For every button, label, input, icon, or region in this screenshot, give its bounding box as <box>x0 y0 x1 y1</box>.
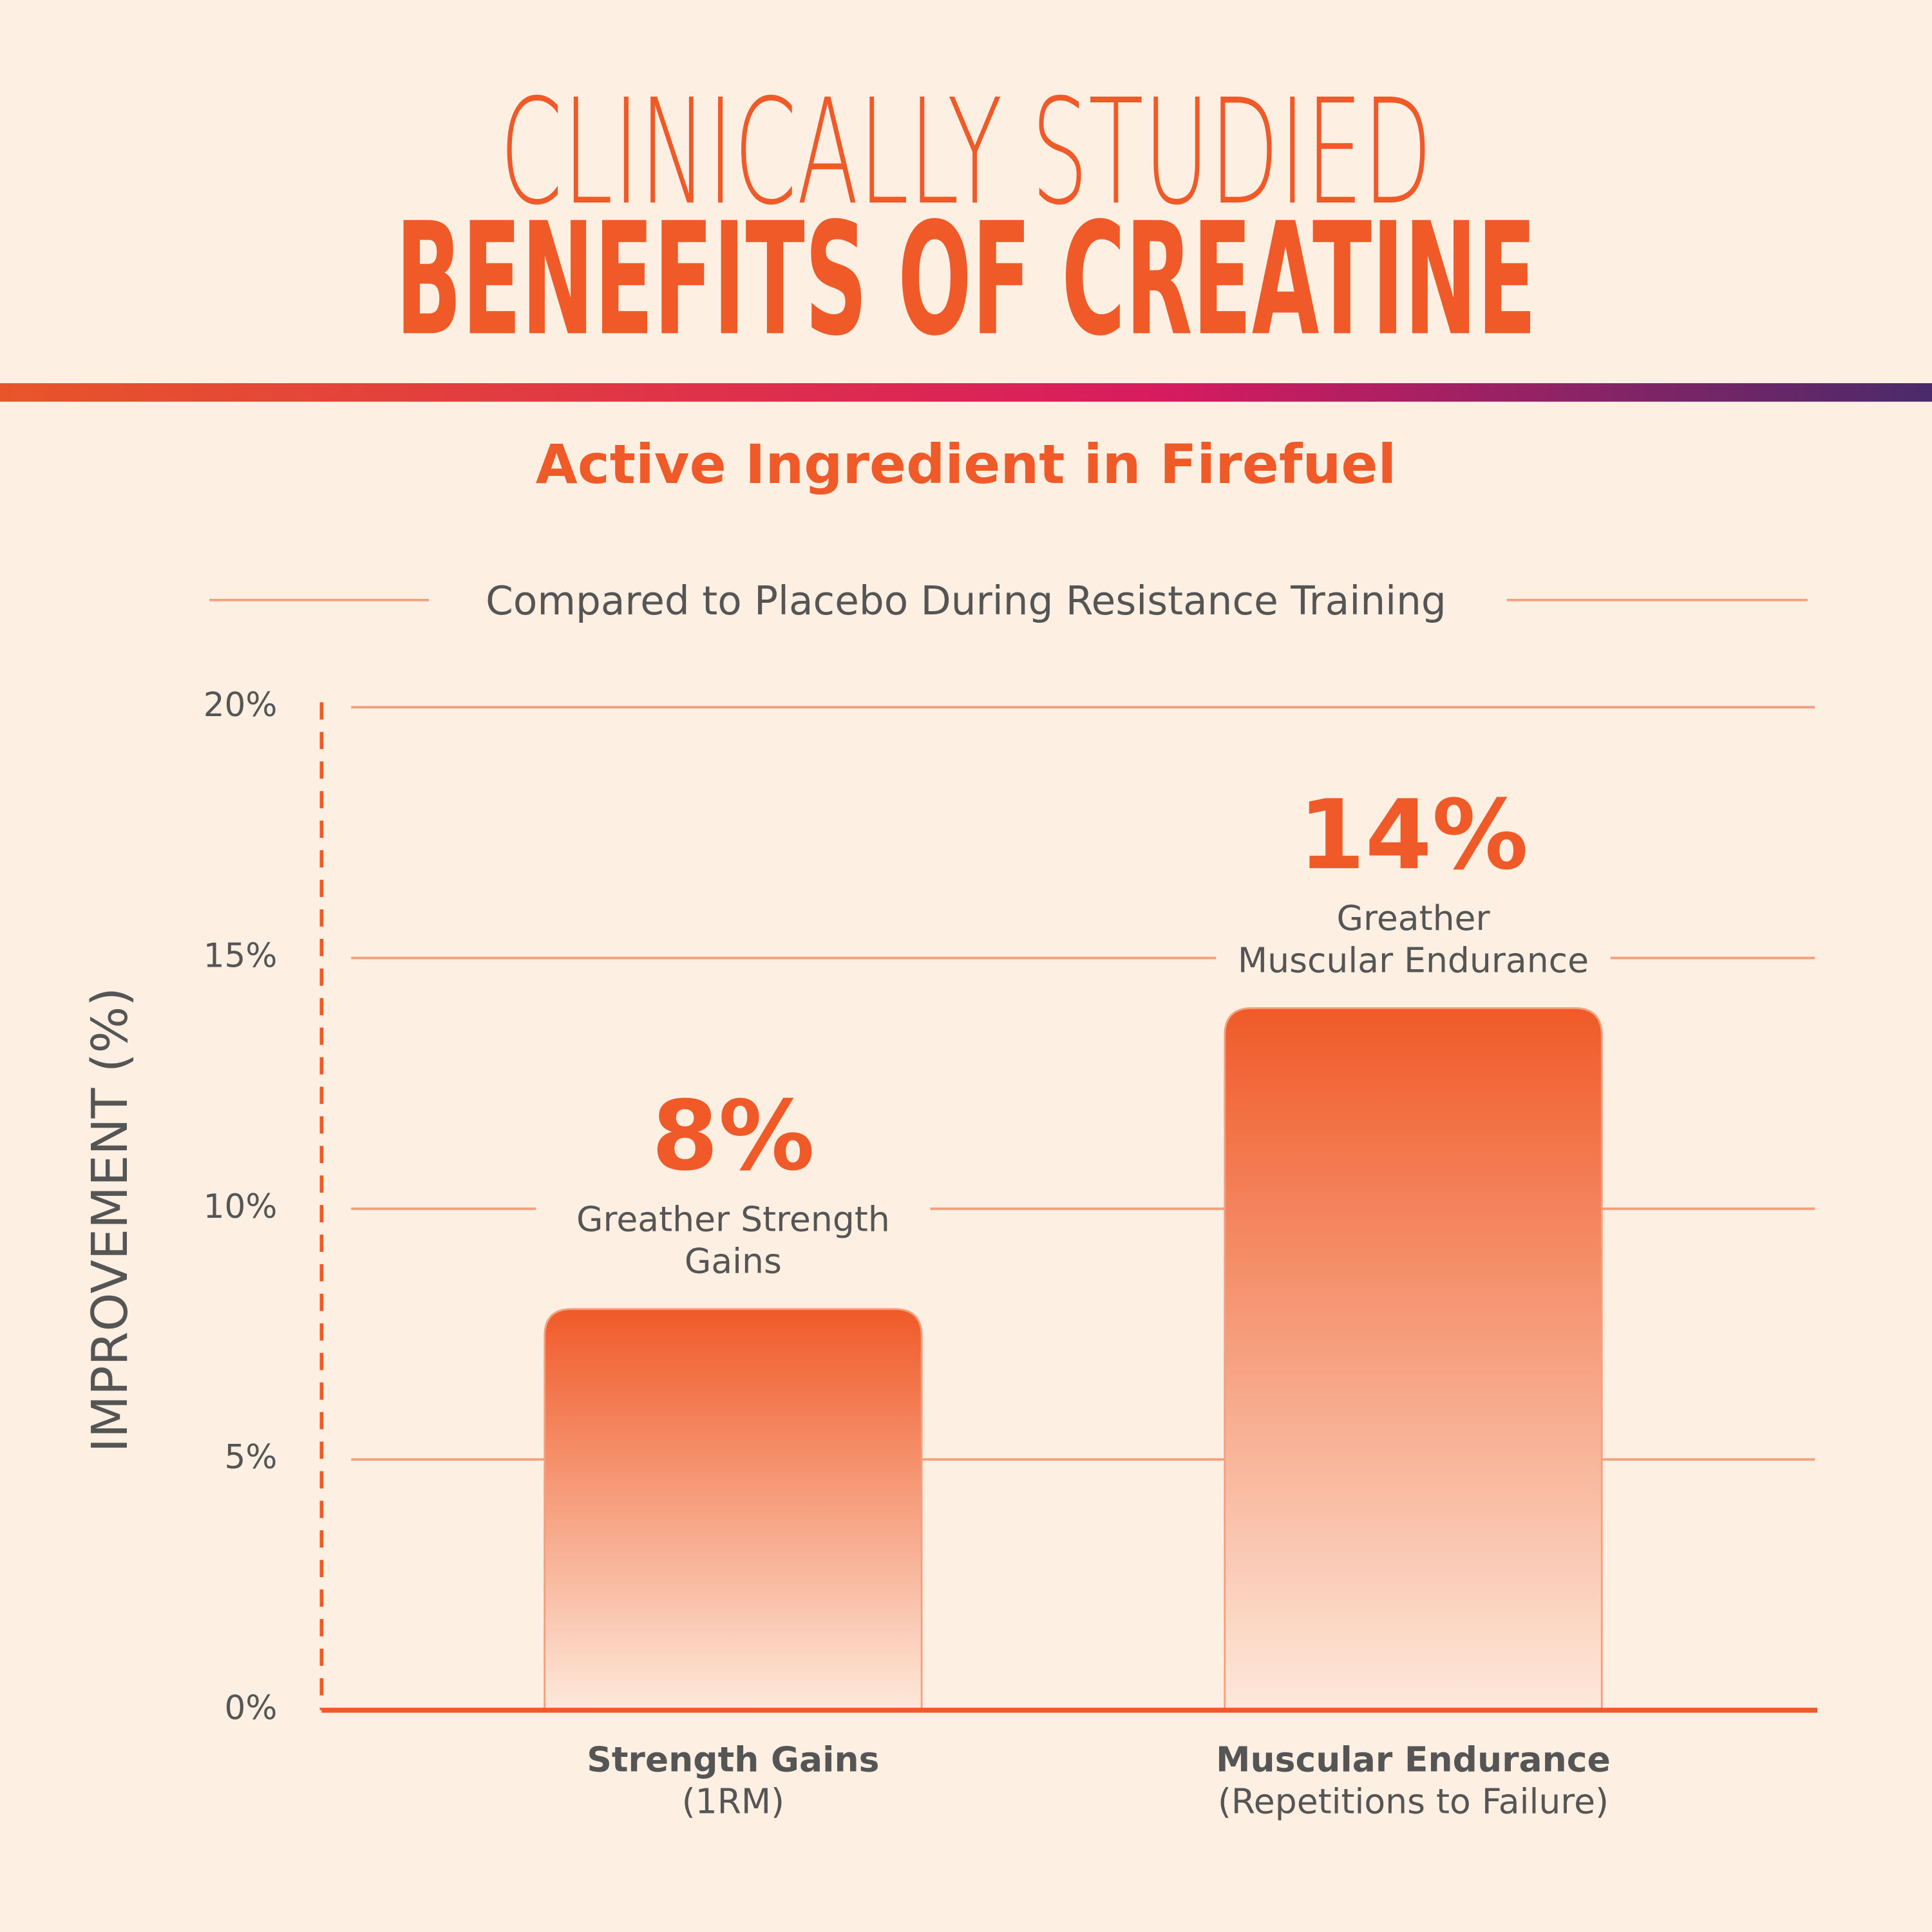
x-tick-label: Muscular Endurance <box>1216 1739 1611 1780</box>
annotation: Gains <box>685 1241 782 1282</box>
title-line1: CLINICALLY STUDIED <box>500 68 1432 238</box>
subtitle: Active Ingredient in Firefuel <box>536 433 1397 496</box>
value-label: 14% <box>1298 779 1528 891</box>
y-tick-label: 5% <box>225 1438 278 1477</box>
bar <box>544 1308 923 1712</box>
label-backdrop <box>1216 780 1611 991</box>
y-tick-label: 20% <box>204 686 278 724</box>
y-tick-label: 15% <box>204 937 278 976</box>
bar <box>1224 1007 1603 1712</box>
y-tick-label: 0% <box>225 1689 278 1728</box>
y-axis-label: IMPROVEMENT (%) <box>82 987 139 1453</box>
y-tick-label: 10% <box>204 1188 278 1226</box>
title-line2: BENEFITS OF CREATINE <box>395 189 1537 370</box>
label-backdrop <box>536 1081 931 1292</box>
x-tick-note: (1RM) <box>682 1781 784 1822</box>
value-label: 8% <box>652 1080 815 1192</box>
x-tick-label: Strength Gains <box>587 1739 879 1780</box>
annotation: Muscular Endurance <box>1238 940 1589 980</box>
annotation: Greather <box>1336 898 1490 938</box>
divider <box>0 383 1932 402</box>
annotation: Greather Strength <box>576 1198 890 1239</box>
chart-title: Compared to Placebo During Resistance Tr… <box>486 578 1446 624</box>
x-tick-note: (Repetitions to Failure) <box>1218 1781 1609 1822</box>
